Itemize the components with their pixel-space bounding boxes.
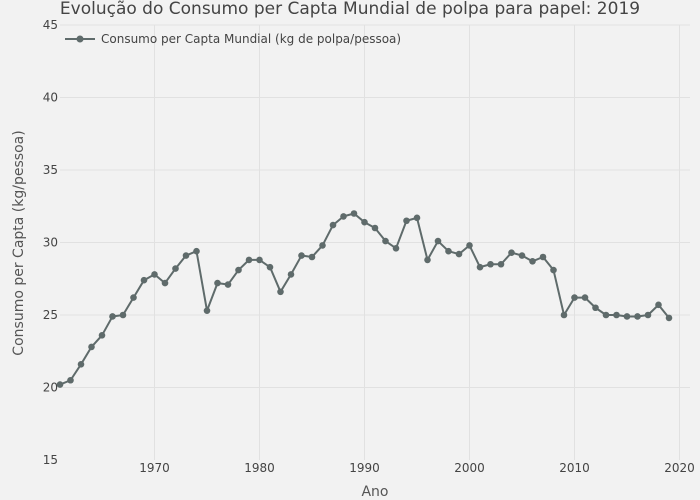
y-tick-label: 15 (43, 453, 58, 467)
data-point (224, 281, 232, 288)
x-tick-label: 2000 (454, 461, 485, 475)
y-tick-label: 25 (43, 308, 58, 322)
data-point (56, 381, 64, 388)
data-point (298, 252, 305, 259)
data-point (256, 256, 263, 264)
legend-point-marker (76, 35, 84, 43)
y-tick-label: 20 (43, 381, 58, 395)
data-point (235, 266, 242, 274)
data-point (161, 279, 169, 287)
data-point (644, 311, 652, 319)
data-point (392, 245, 400, 252)
data-point (308, 253, 316, 261)
data-point (613, 311, 620, 319)
data-point (539, 253, 547, 261)
data-point (497, 260, 505, 268)
data-point (413, 214, 421, 222)
data-point (487, 260, 494, 268)
data-point (350, 210, 358, 217)
data-point (130, 294, 137, 301)
data-point (109, 313, 116, 320)
data-point (403, 217, 410, 225)
data-point (560, 311, 568, 319)
data-point (655, 301, 662, 309)
data-point (581, 294, 589, 301)
data-point (382, 237, 389, 245)
legend-label: Consumo per Capta Mundial (kg de polpa/p… (101, 32, 401, 46)
legend[interactable]: Consumo per Capta Mundial (kg de polpa/p… (65, 32, 401, 46)
data-point (665, 314, 673, 322)
data-point (445, 247, 452, 255)
x-tick-label: 1970 (139, 461, 170, 475)
data-point (287, 271, 295, 278)
y-tick-label: 35 (43, 163, 58, 177)
data-point (98, 332, 106, 339)
data-point (140, 276, 148, 284)
x-tick-label: 2010 (559, 461, 590, 475)
x-tick-label: 1980 (244, 461, 275, 475)
data-point (592, 304, 599, 312)
y-axis-label: Consumo per Capta (kg/pessoa) (11, 130, 27, 355)
data-point (518, 252, 526, 259)
y-tick-label: 30 (43, 236, 58, 250)
data-point (245, 256, 253, 264)
data-point (182, 252, 190, 259)
data-point (329, 221, 337, 229)
data-point (361, 218, 368, 226)
data-point (424, 256, 431, 264)
data-point (214, 279, 221, 287)
data-point (466, 242, 473, 249)
data-point (476, 263, 484, 271)
data-point (634, 313, 641, 320)
data-point (277, 288, 284, 296)
data-point (266, 263, 274, 271)
y-tick-label: 45 (43, 18, 58, 32)
data-point (319, 242, 326, 249)
data-point (550, 266, 557, 274)
data-point (434, 237, 442, 245)
data-point (193, 247, 200, 255)
grid-lines (60, 24, 690, 460)
data-point (203, 307, 211, 314)
data-point (88, 343, 95, 351)
data-point (119, 311, 127, 319)
x-axis-ticks: 1970 1980 1990 2000 2010 2020 (139, 461, 695, 475)
data-point (571, 294, 578, 301)
data-point (602, 311, 610, 319)
x-axis-label: Ano (361, 484, 388, 500)
series-layer (56, 210, 673, 388)
data-point (151, 271, 158, 278)
chart-title: Evolução do Consumo per Capta Mundial de… (60, 0, 640, 19)
data-point (508, 249, 515, 256)
data-point (455, 250, 463, 258)
data-point (623, 313, 631, 320)
y-axis-ticks: 15 20 25 30 35 40 45 (43, 18, 58, 467)
x-tick-label: 2020 (664, 461, 695, 475)
data-point (172, 265, 179, 272)
data-point (67, 376, 74, 384)
data-point (371, 224, 379, 232)
data-point (529, 258, 536, 265)
y-tick-label: 40 (43, 91, 58, 105)
x-tick-label: 1990 (349, 461, 380, 475)
data-point (77, 361, 85, 368)
data-point (340, 213, 347, 220)
